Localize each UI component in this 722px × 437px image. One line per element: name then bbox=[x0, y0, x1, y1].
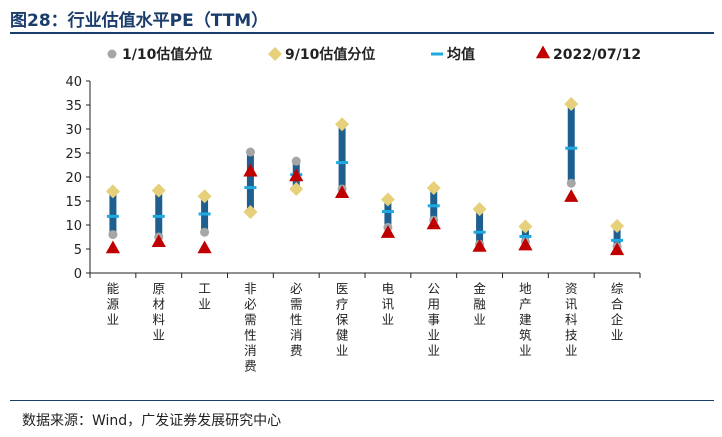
x-category-label: 原材料业 bbox=[152, 281, 165, 343]
y-tick-label: 15 bbox=[65, 195, 82, 210]
p90-point bbox=[472, 202, 487, 217]
p90-point bbox=[197, 189, 212, 204]
mean-marker bbox=[611, 238, 624, 242]
mean-marker bbox=[198, 212, 211, 216]
p10-point bbox=[566, 178, 576, 188]
x-category-label: 资讯科技业 bbox=[565, 281, 578, 358]
range-bar bbox=[246, 152, 254, 213]
legend-label: 均值 bbox=[447, 46, 475, 63]
y-tick-label: 5 bbox=[74, 243, 82, 258]
p10-point bbox=[200, 227, 210, 237]
y-tick-label: 0 bbox=[74, 267, 82, 282]
p90-point bbox=[335, 117, 350, 132]
current-point bbox=[609, 242, 625, 256]
legend-label: 9/10估值分位 bbox=[285, 46, 375, 63]
y-tick-label: 40 bbox=[65, 75, 82, 90]
x-category-label: 非必需性消费 bbox=[244, 281, 257, 374]
range-bar bbox=[521, 226, 529, 242]
p90-point bbox=[380, 192, 395, 207]
x-category-label: 能源业 bbox=[107, 281, 120, 327]
p10-point bbox=[245, 147, 255, 157]
top-rule bbox=[10, 32, 714, 34]
range-bar bbox=[476, 209, 484, 245]
range-bar bbox=[338, 124, 346, 189]
p90-point bbox=[518, 219, 533, 234]
p90-point bbox=[151, 183, 166, 198]
range-bar bbox=[430, 188, 438, 221]
x-category-label: 电讯业 bbox=[382, 281, 395, 327]
mean-marker bbox=[152, 214, 165, 218]
current-point bbox=[518, 237, 533, 251]
current-point bbox=[564, 189, 579, 202]
mean-marker bbox=[565, 146, 578, 150]
range-bar bbox=[384, 199, 392, 228]
source-note: 数据来源：Wind，广发证券发展研究中心 bbox=[22, 413, 282, 429]
y-tick-label: 20 bbox=[65, 171, 82, 186]
p10-point bbox=[291, 156, 301, 166]
p90-point bbox=[289, 182, 304, 196]
current-point bbox=[151, 234, 166, 248]
current-point bbox=[334, 185, 350, 199]
x-category-label: 工业 bbox=[198, 281, 211, 312]
mean-marker bbox=[519, 235, 532, 239]
mean-marker bbox=[473, 230, 486, 234]
p90-point bbox=[564, 97, 579, 112]
pe-valuation-chart: 0 5 10 15 20 25 30 35 40 能源业 原材料业 工业 非必需性消费 必需性消费 医疗保健… bbox=[65, 45, 641, 374]
mean-marker bbox=[381, 210, 394, 214]
p90-point bbox=[105, 184, 120, 199]
current-point bbox=[105, 240, 121, 254]
x-category-label: 金融业 bbox=[473, 281, 486, 327]
mean-marker bbox=[336, 161, 349, 165]
p90-point bbox=[426, 181, 441, 196]
figure-title: 图28：行业估值水平PE（TTM） bbox=[10, 11, 269, 31]
bottom-rule bbox=[10, 400, 714, 401]
range-bar bbox=[567, 104, 575, 184]
legend-current-icon bbox=[535, 45, 551, 59]
x-category-label: 公用事业业 bbox=[427, 281, 440, 358]
current-point bbox=[380, 225, 396, 238]
mean-marker bbox=[427, 204, 440, 208]
y-tick-label: 25 bbox=[65, 147, 82, 162]
y-tick-label: 10 bbox=[65, 219, 82, 234]
current-point bbox=[472, 239, 487, 252]
range-bar bbox=[109, 191, 117, 235]
x-category-label: 必需性消费 bbox=[290, 281, 303, 358]
mean-marker bbox=[244, 186, 257, 190]
current-point bbox=[243, 163, 258, 177]
x-category-label: 医疗保健业 bbox=[336, 281, 349, 358]
p90-point bbox=[243, 205, 258, 220]
range-bar bbox=[155, 190, 163, 237]
current-point bbox=[289, 168, 304, 182]
legend-p10-icon bbox=[107, 49, 117, 59]
x-category-label: 地产建筑业 bbox=[519, 281, 532, 358]
legend-mean-icon bbox=[431, 52, 443, 56]
legend-label: 1/10估值分位 bbox=[122, 46, 212, 63]
p90-point bbox=[610, 218, 625, 233]
x-category-label: 综合企业 bbox=[611, 281, 624, 343]
legend-p90-icon bbox=[268, 47, 282, 61]
y-tick-label: 30 bbox=[65, 123, 82, 138]
current-point bbox=[426, 216, 441, 230]
range-bar bbox=[613, 225, 621, 247]
legend-label: 2022/07/12 bbox=[553, 47, 641, 63]
current-point bbox=[197, 240, 212, 254]
y-tick-label: 35 bbox=[65, 99, 82, 114]
mean-marker bbox=[106, 214, 119, 218]
p10-point bbox=[108, 230, 118, 240]
